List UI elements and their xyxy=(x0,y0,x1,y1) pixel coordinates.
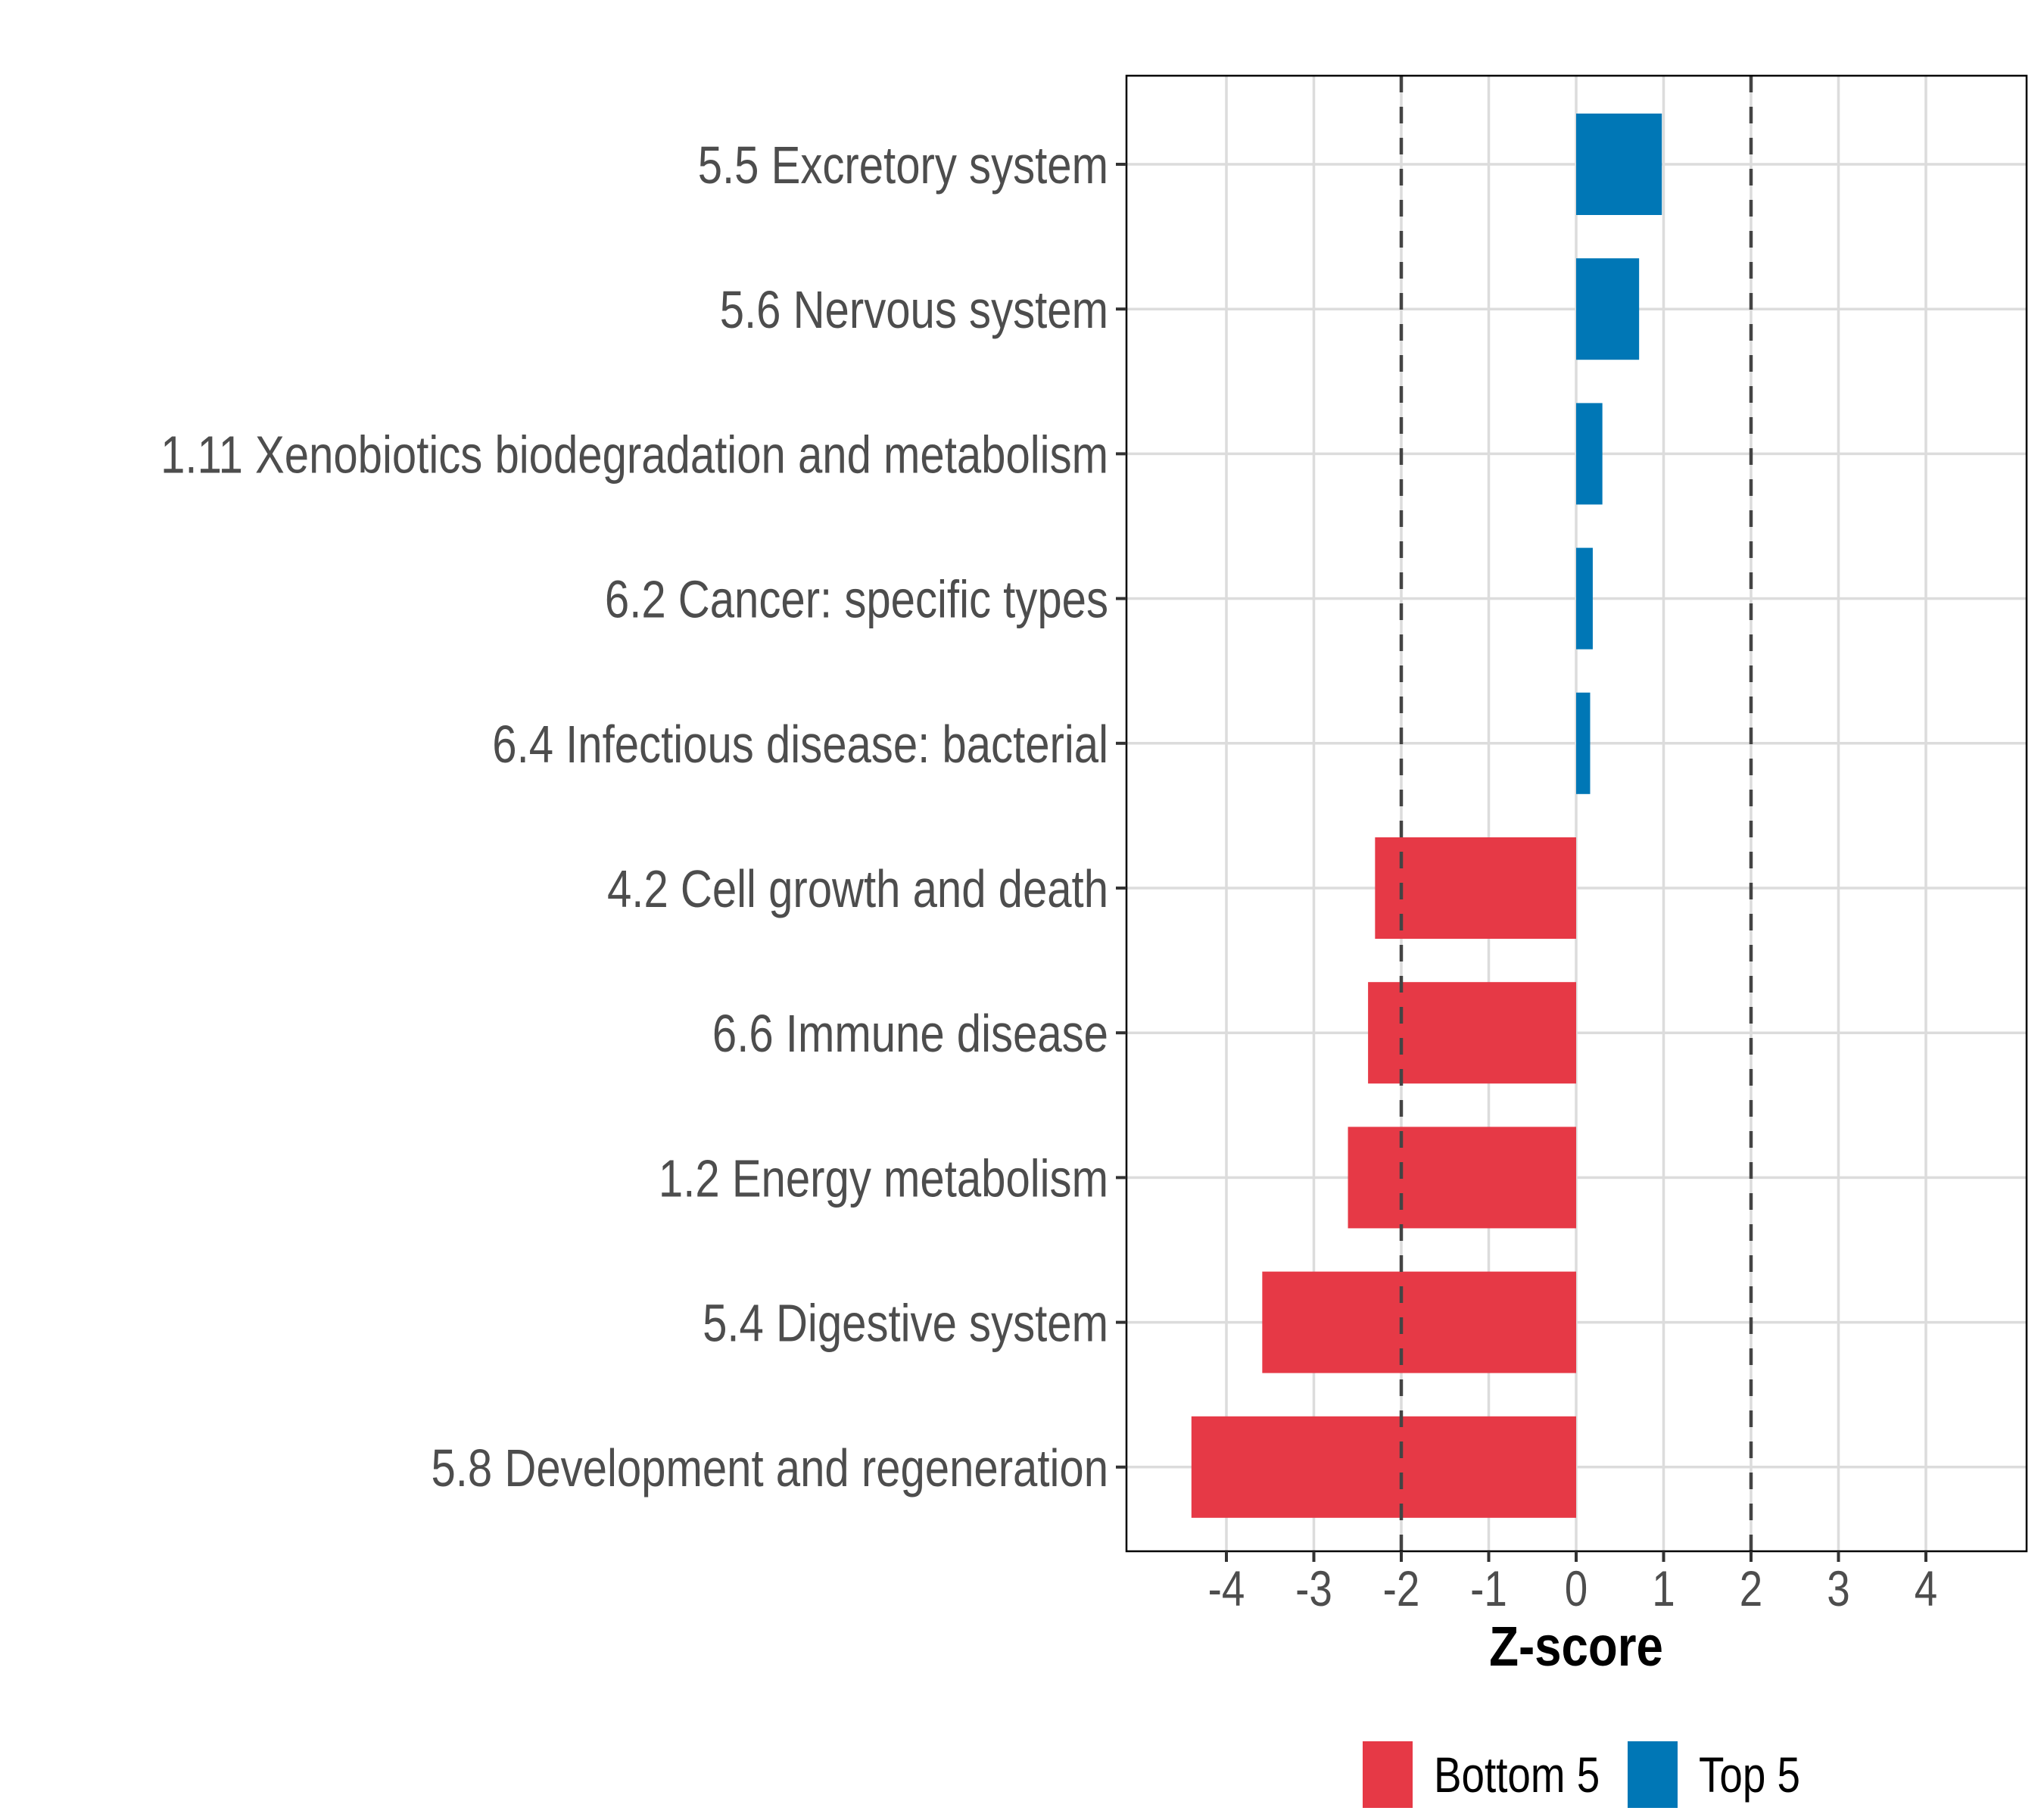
x-tick-label: 3 xyxy=(1827,1560,1849,1616)
x-tick-label: -3 xyxy=(1295,1560,1332,1616)
y-tick-label: 1.2 Energy metabolism xyxy=(659,1148,1108,1208)
x-tick-label: 4 xyxy=(1915,1560,1937,1616)
bar xyxy=(1375,837,1576,939)
y-axis-labels: 5.5 Excretory system 5.6 Nervous system 1.… xyxy=(160,136,1108,1498)
y-tick-label: 6.6 Immune disease xyxy=(712,1004,1108,1063)
bar xyxy=(1576,258,1640,360)
vertical-gridlines xyxy=(1225,76,1927,1551)
y-tick-label: 6.4 Infectious disease: bacterial xyxy=(492,715,1108,774)
x-axis-title: Z-score xyxy=(1489,1616,1663,1678)
y-tick-label: 4.2 Cell growth and death xyxy=(607,859,1108,918)
x-tick-label: -2 xyxy=(1383,1560,1420,1616)
bar xyxy=(1576,692,1591,794)
y-tick-label: 6.2 Cancer: specific types xyxy=(605,569,1108,628)
x-tick-label: 1 xyxy=(1652,1560,1675,1616)
bar xyxy=(1191,1416,1576,1518)
y-tick-label: 5.8 Development and regeneration xyxy=(431,1438,1108,1498)
y-tick-label: 5.6 Nervous system xyxy=(720,280,1108,339)
bar xyxy=(1348,1127,1576,1229)
bar xyxy=(1576,547,1593,650)
y-tick-label: 1.11 Xenobiotics biodegradation and meta… xyxy=(160,425,1108,484)
x-axis-ticks xyxy=(1225,1551,1927,1562)
bar xyxy=(1576,403,1603,505)
bar xyxy=(1576,114,1662,215)
legend: Bottom 5 Top 5 xyxy=(1363,1741,1800,1808)
x-tick-label: 2 xyxy=(1740,1560,1762,1616)
x-tick-label: 0 xyxy=(1565,1560,1588,1616)
bars xyxy=(1191,114,1662,1518)
legend-label-bottom-5: Bottom 5 xyxy=(1434,1747,1600,1803)
bar xyxy=(1368,982,1576,1084)
x-tick-label: -1 xyxy=(1470,1560,1507,1616)
y-tick-label: 5.4 Digestive system xyxy=(703,1293,1108,1352)
legend-key-top-5 xyxy=(1628,1741,1678,1808)
y-axis-ticks xyxy=(1116,163,1126,1469)
legend-label-top-5: Top 5 xyxy=(1699,1747,1800,1803)
bar xyxy=(1262,1271,1576,1373)
legend-key-bottom-5 xyxy=(1363,1741,1413,1808)
x-axis-tick-labels: -4 -3 -2 -1 0 1 2 3 4 xyxy=(1208,1560,1938,1616)
x-tick-label: -4 xyxy=(1208,1560,1245,1616)
y-tick-label: 5.5 Excretory system xyxy=(698,136,1108,195)
